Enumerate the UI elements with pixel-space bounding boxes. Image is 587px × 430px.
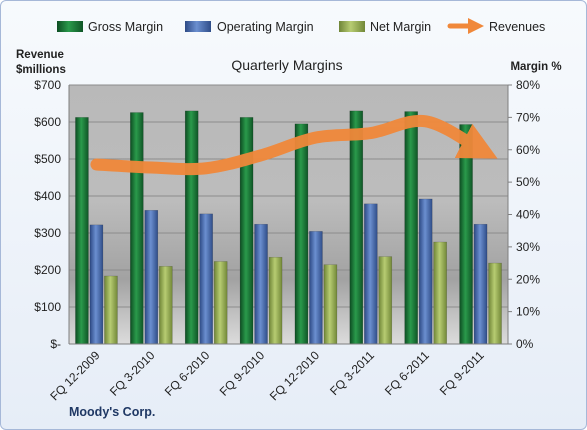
legend-label-net-margin: Net Margin — [370, 20, 431, 34]
bar-net-margin — [159, 266, 173, 345]
right-tick-label: 40% — [516, 208, 540, 222]
left-tick-label: $600 — [34, 115, 61, 129]
left-tick-label: $100 — [34, 300, 61, 314]
bar-gross-margin — [239, 117, 254, 345]
bar-gross-margin — [294, 123, 309, 345]
bar-gross-margin — [75, 117, 89, 345]
revenue-line — [90, 114, 498, 176]
left-axis: $- $100 $200 $300 $400 $500 $600 $700 — [34, 78, 70, 351]
left-tick-label: $- — [50, 337, 61, 351]
x-tick-label: FQ 3-2010 — [107, 348, 158, 399]
chart-title: Quarterly Margins — [231, 57, 342, 73]
x-tick-label: FQ 9-2010 — [217, 348, 268, 399]
bar-operating-margin — [89, 224, 104, 345]
left-tick-label: $700 — [34, 78, 61, 92]
right-tick-label: 60% — [516, 143, 540, 157]
bar-net-margin — [268, 256, 283, 345]
legend-swatch-operating-margin — [185, 21, 211, 32]
bar-operating-margin — [254, 223, 268, 345]
bar-gross-margin — [404, 111, 418, 345]
left-tick-label: $300 — [34, 226, 61, 240]
bar-net-margin — [488, 262, 502, 345]
revenues-line — [90, 114, 498, 176]
bar-operating-margin — [473, 223, 488, 345]
x-tick-label: FQ 12-2009 — [47, 348, 102, 403]
x-tick-label: FQ 6-2011 — [382, 348, 432, 398]
bars — [75, 110, 502, 345]
bar-net-margin — [378, 256, 393, 345]
bar-gross-margin — [459, 124, 473, 345]
right-tick-label: 10% — [516, 305, 540, 319]
bar-net-margin — [213, 261, 228, 345]
right-tick-label: 70% — [516, 110, 540, 124]
x-tick-label: FQ 3-2011 — [327, 348, 377, 398]
x-tick-label: FQ 6-2010 — [162, 348, 213, 399]
right-tick-label: 20% — [516, 272, 540, 286]
bar-net-margin — [433, 241, 447, 345]
right-tick-label: 0% — [516, 337, 534, 351]
legend-label-gross-margin: Gross Margin — [88, 20, 163, 34]
legend-swatch-gross-margin — [57, 21, 83, 32]
left-axis-title-line2: $millions — [16, 64, 66, 76]
legend-label-operating-margin: Operating Margin — [217, 20, 314, 34]
left-tick-label: $400 — [34, 189, 61, 203]
legend-label-revenues: Revenues — [489, 20, 545, 34]
right-tick-label: 50% — [516, 175, 540, 189]
right-tick-label: 80% — [516, 78, 540, 92]
x-axis: FQ 12-2009 FQ 3-2010 FQ 6-2010 FQ 9-2010 FQ … — [47, 343, 508, 403]
left-tick-label: $500 — [34, 152, 61, 166]
bar-gross-margin — [349, 110, 364, 345]
left-tick-label: $200 — [34, 263, 61, 277]
right-axis-title: Margin % — [510, 61, 561, 73]
company-label: Moody's Corp. — [69, 405, 155, 419]
bar-gross-margin — [130, 112, 144, 345]
x-tick-label: FQ 12-2010 — [267, 348, 322, 403]
bar-net-margin — [323, 264, 338, 345]
bar-operating-margin — [309, 231, 323, 345]
bar-operating-margin — [199, 213, 213, 345]
legend: Gross Margin Operating Margin Net Margin… — [57, 17, 545, 35]
legend-swatch-net-margin — [339, 21, 365, 32]
bar-operating-margin — [364, 203, 378, 345]
bar-operating-margin — [144, 210, 159, 345]
right-tick-label: 30% — [516, 240, 540, 254]
x-tick-label: FQ 9-2011 — [437, 348, 487, 398]
bar-net-margin — [104, 275, 118, 345]
bar-gross-margin — [184, 110, 199, 345]
left-axis-title-line1: Revenue — [16, 49, 64, 61]
bar-operating-margin — [418, 198, 433, 345]
right-axis: 0% 10% 20% 30% 40% 50% 60% 70% 80% — [507, 78, 540, 351]
